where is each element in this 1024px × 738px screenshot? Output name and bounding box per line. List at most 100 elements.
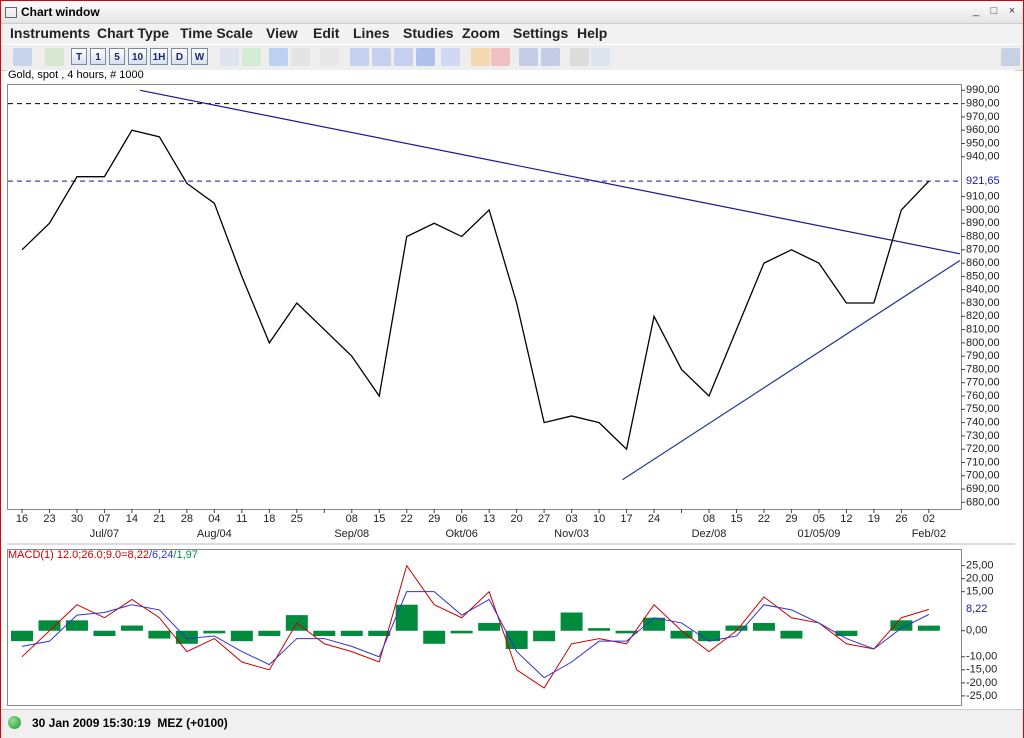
y-tick-label: 25,00 xyxy=(966,560,994,572)
histogram-bar xyxy=(230,630,253,642)
zoom-out-icon[interactable] xyxy=(291,48,310,66)
x-tick-label: 24 xyxy=(648,513,660,525)
volume-icon[interactable] xyxy=(320,48,339,66)
line-icon[interactable] xyxy=(394,48,413,66)
menu-item[interactable]: Studies xyxy=(403,25,454,41)
menu-item[interactable]: View xyxy=(266,25,298,41)
menu-item[interactable]: Help xyxy=(577,25,608,41)
y-tick-label: 810,00 xyxy=(966,323,1000,335)
chart-title: Gold, spot , 4 hours, # 1000 xyxy=(8,69,144,81)
delete-icon[interactable] xyxy=(491,48,510,66)
maximize-button[interactable]: □ xyxy=(990,5,998,17)
y-tick-label: 940,00 xyxy=(966,151,1000,163)
scale-icon[interactable] xyxy=(541,48,560,66)
y-tick-label: -15,00 xyxy=(966,664,997,676)
print-icon[interactable] xyxy=(570,48,589,66)
menu-item[interactable]: Settings xyxy=(513,25,569,41)
period-label: Sep/08 xyxy=(334,528,369,540)
y-tick-label: -10,00 xyxy=(966,651,997,663)
y-tick-label: 760,00 xyxy=(966,390,1000,402)
close-button[interactable]: × xyxy=(1008,5,1016,17)
y-tick-label: 790,00 xyxy=(966,350,1000,362)
period-label: Okt/06 xyxy=(445,528,477,540)
menu-item[interactable]: Time Scale xyxy=(180,25,253,41)
zoom-in-icon[interactable] xyxy=(269,48,288,66)
cursor-icon[interactable] xyxy=(242,48,261,66)
x-tick-label: 16 xyxy=(16,513,28,525)
y-tick-label: 960,00 xyxy=(966,124,1000,136)
erase-icon[interactable] xyxy=(471,48,490,66)
histogram-bar xyxy=(615,630,638,634)
preview-icon[interactable] xyxy=(591,48,610,66)
y-tick-label: 20,00 xyxy=(966,573,994,585)
x-tick-label: 06 xyxy=(456,513,468,525)
menu-item[interactable]: Lines xyxy=(353,25,390,41)
period-label: Aug/04 xyxy=(197,528,232,540)
price-line xyxy=(21,129,930,451)
x-tick-label: 27 xyxy=(538,513,550,525)
last-value-label: 921,65 xyxy=(966,175,1000,187)
y-tick-label: 830,00 xyxy=(966,297,1000,309)
instrument-icon[interactable] xyxy=(13,48,32,66)
chart-type-icon[interactable] xyxy=(45,48,64,66)
time-scale-button[interactable]: 1H xyxy=(150,48,168,65)
menu-item[interactable]: Zoom xyxy=(462,25,501,41)
histogram-bar xyxy=(478,622,501,631)
x-tick-label: 22 xyxy=(401,513,413,525)
y-tick-label: 770,00 xyxy=(966,377,1000,389)
menu-item[interactable]: Instruments xyxy=(10,25,91,41)
y-tick-label: 800,00 xyxy=(966,337,1000,349)
y-tick-label: 680,00 xyxy=(966,496,1000,508)
channel-icon[interactable] xyxy=(441,48,460,66)
macd-frame xyxy=(7,549,962,706)
x-tick-label: 04 xyxy=(208,513,220,525)
macd-title-part: /6,24 xyxy=(149,549,173,561)
time-scale-button[interactable]: 10 xyxy=(128,48,147,65)
y-tick-label: -20,00 xyxy=(966,677,997,689)
line-icon[interactable] xyxy=(372,48,391,66)
time-scale-button[interactable]: W xyxy=(191,48,208,65)
grid-icon[interactable] xyxy=(519,48,538,66)
x-tick-label: 12 xyxy=(840,513,852,525)
menu-item[interactable]: Chart Type xyxy=(97,25,170,41)
pin-icon[interactable] xyxy=(1001,48,1020,66)
histogram-bar xyxy=(670,630,693,639)
window-title: Chart window xyxy=(21,5,100,19)
toolbar: T 1 5 10 1H D W xyxy=(1,45,1023,71)
histogram-bar xyxy=(450,630,473,634)
time-scale-button[interactable]: 5 xyxy=(109,48,125,65)
histogram-bar xyxy=(93,630,116,636)
x-tick-label: 08 xyxy=(703,513,715,525)
x-tick-label: 21 xyxy=(153,513,165,525)
y-tick-label: 820,00 xyxy=(966,310,1000,322)
time-scale-button[interactable]: D xyxy=(171,48,188,65)
histogram-bar xyxy=(148,630,171,639)
x-tick-label: 03 xyxy=(565,513,577,525)
histogram-bar xyxy=(423,630,446,644)
histogram-bar xyxy=(395,604,418,631)
x-tick-label: 10 xyxy=(593,513,605,525)
time-scale-button[interactable]: 1 xyxy=(90,48,106,65)
last-value-box xyxy=(962,603,1002,616)
x-tick-label: 29 xyxy=(785,513,797,525)
histogram-bar xyxy=(725,625,748,631)
histogram-bar xyxy=(643,617,666,631)
line-icon[interactable] xyxy=(350,48,369,66)
y-tick-label: 890,00 xyxy=(966,217,1000,229)
chart: Gold, spot , 4 hours, # 1000 MACD(1) 12.… xyxy=(7,69,1015,707)
status-indicator xyxy=(8,716,21,729)
x-tick-label: 11 xyxy=(236,513,247,525)
minimize-button[interactable]: _ xyxy=(972,5,980,17)
crosshair-icon[interactable] xyxy=(220,48,239,66)
line-icon[interactable] xyxy=(416,48,435,66)
macd-title-part: /1,97 xyxy=(173,549,197,561)
y-tick-label: 0,00 xyxy=(966,625,987,637)
period-label: Nov/03 xyxy=(554,528,589,540)
x-tick-label: 30 xyxy=(71,513,83,525)
histogram-bar xyxy=(917,625,940,631)
x-tick-label: 17 xyxy=(620,513,632,525)
y-tick-label: 700,00 xyxy=(966,470,1000,482)
time-scale-button[interactable]: T xyxy=(71,48,87,65)
menu-item[interactable]: Edit xyxy=(313,25,340,41)
histogram-bar xyxy=(11,630,33,642)
